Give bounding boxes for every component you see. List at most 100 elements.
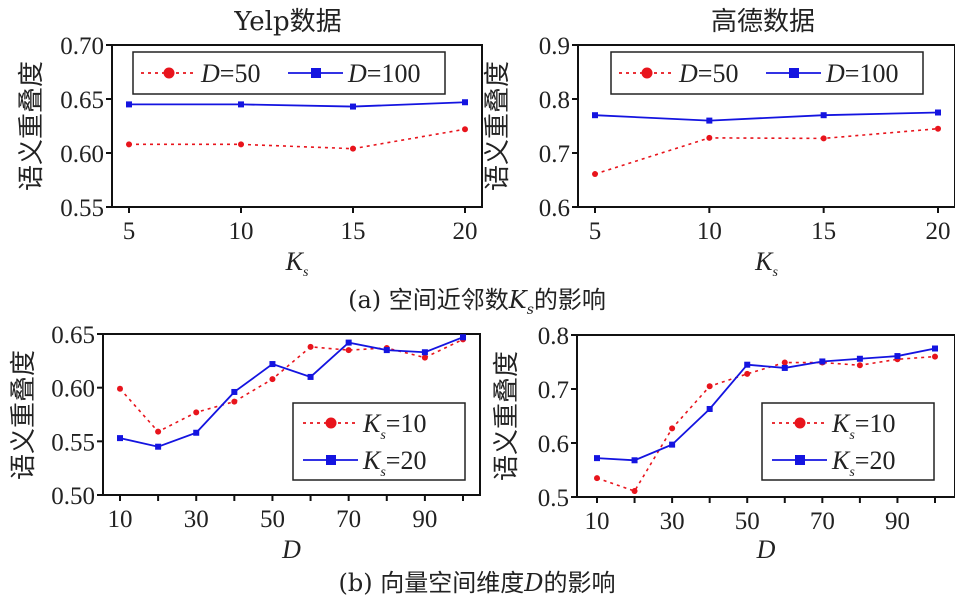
legend-label: Ks=10	[362, 409, 426, 443]
legend-item: Ks=20	[772, 446, 895, 480]
legend-item: D=50	[619, 59, 738, 88]
caption-a-prefix: (a) 空间近邻数	[348, 286, 509, 314]
series-line-d-100	[129, 101, 466, 108]
x-tick-label: 5	[123, 218, 136, 245]
x-axis-label-var: D	[281, 535, 301, 564]
y-tick-label: 0.60	[60, 141, 104, 168]
x-axis-label: D	[281, 535, 301, 564]
data-point	[231, 388, 238, 395]
legend-var: D	[678, 59, 698, 88]
caption-b-suffix: 的影响	[543, 569, 615, 597]
legend-label: Ks=20	[362, 446, 426, 480]
data-point	[350, 103, 356, 110]
data-point	[706, 383, 713, 390]
data-point	[193, 429, 200, 436]
legend-eq: =100	[367, 59, 421, 88]
data-point	[894, 353, 901, 360]
data-point	[383, 347, 390, 354]
y-tick-label: 0.7	[539, 141, 570, 168]
legend-var: K	[831, 409, 851, 438]
data-point	[592, 171, 598, 178]
legend-var: K	[831, 446, 851, 475]
data-point	[856, 362, 863, 369]
x-tick-label: 20	[453, 218, 478, 245]
data-point	[238, 101, 244, 108]
y-tick-label: 0.65	[60, 87, 104, 114]
x-tick-label: 90	[412, 506, 437, 533]
x-tick-label: 50	[735, 508, 760, 535]
data-point	[594, 455, 600, 462]
legend-item: D=100	[288, 59, 420, 88]
x-tick-label: 90	[885, 508, 910, 535]
legend-marker-circle	[641, 67, 653, 79]
data-point	[820, 112, 827, 119]
legend-eq: =20	[386, 446, 427, 475]
legend-var: D	[347, 59, 367, 88]
legend-var: D	[200, 59, 220, 88]
legend-eq: =10	[386, 409, 427, 438]
x-axis-label-sub: s	[303, 265, 309, 280]
data-point	[350, 145, 356, 152]
data-point	[155, 443, 162, 450]
data-point	[155, 428, 162, 435]
legend-var: K	[362, 446, 382, 475]
data-point	[231, 398, 238, 405]
legend: D=50 D=100	[132, 51, 446, 95]
legend-eq: =50	[220, 59, 261, 88]
data-point	[460, 334, 466, 341]
x-tick-label: 30	[184, 506, 209, 533]
legend-eq: =10	[855, 409, 896, 438]
plot-frame	[102, 333, 481, 496]
y-axis-label: 语义重叠度	[17, 61, 47, 191]
data-point	[820, 135, 827, 142]
legend-item: Ks=10	[772, 409, 895, 443]
data-point	[592, 112, 598, 119]
caption-a: (a) 空间近邻数Ks的影响	[348, 286, 606, 318]
y-tick-label: 0.50	[51, 483, 95, 510]
caption-a-suffix: 的影响	[534, 286, 606, 314]
x-tick-label: 50	[260, 506, 285, 533]
legend-item: D=50	[141, 59, 260, 88]
data-point	[307, 373, 314, 380]
caption-b: (b) 向量空间维度D的影响	[339, 569, 616, 597]
legend-label: Ks=20	[831, 446, 895, 480]
legend-eq: =100	[845, 59, 899, 88]
series-line-ks-10	[119, 338, 464, 433]
data-point	[345, 339, 352, 346]
data-point	[269, 361, 276, 368]
data-point	[238, 141, 244, 148]
y-tick-label: 0.8	[539, 87, 570, 114]
legend: D=50 D =100	[610, 51, 924, 95]
series-line-ks-20	[596, 347, 936, 462]
legend-item: Ks=10	[303, 409, 426, 443]
data-point	[669, 441, 676, 448]
x-tick-label: 10	[108, 506, 133, 533]
data-point	[744, 361, 751, 368]
plot-frame	[577, 44, 955, 208]
data-point	[856, 355, 863, 362]
x-axis-label: D	[756, 535, 776, 564]
x-tick-label: 10	[229, 218, 254, 245]
data-point	[935, 109, 941, 116]
data-point	[345, 347, 352, 354]
x-tick-label: 20	[926, 218, 951, 245]
data-point	[631, 488, 638, 495]
legend-sub: s	[849, 465, 855, 480]
y-tick-label: 0.55	[51, 429, 95, 456]
legend-marker-circle	[794, 417, 806, 429]
y-axis-label: 语义重叠度	[492, 351, 522, 481]
legend-sub: s	[849, 428, 855, 443]
data-point	[935, 125, 941, 132]
x-axis-label: Ks	[285, 247, 309, 280]
plot-frame	[111, 44, 483, 208]
legend-item: Ks=20	[303, 446, 426, 480]
legend-sub: s	[380, 428, 386, 443]
legend-marker-square	[326, 455, 336, 465]
y-tick-label: 0.6	[539, 195, 570, 222]
y-tick-label: 0.55	[60, 195, 104, 222]
series-line-d-50	[129, 128, 466, 150]
series-line-d-50	[594, 127, 939, 175]
